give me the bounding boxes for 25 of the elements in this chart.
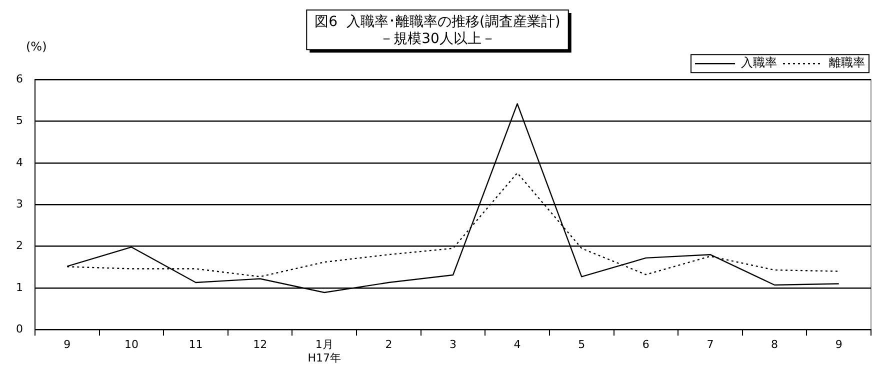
x-tick-label: 6 [642,338,650,352]
chart-title: 図6 入職率･離職率の推移(調査産業計) [314,14,560,30]
y-tick-label: 2 [16,239,23,252]
x-tick-label: 3 [450,338,456,352]
y-tick-label: 5 [16,114,23,128]
x-tick-label: 11 [188,338,203,352]
y-tick-label: 6 [16,72,23,86]
x-tick-label: 9 [835,338,842,352]
y-tick-label: 1 [16,280,23,294]
x-tick-label: 5 [578,338,586,352]
y-tick-label: 3 [16,197,23,210]
x-tick-label: 1月 H17年 [308,338,342,364]
y-tick-label: 0 [16,322,23,336]
legend-label: 離職率 [829,56,865,70]
x-tick-label: 7 [706,338,714,352]
legend-label: 入職率 [741,56,777,70]
x-tick-label: 12 [253,338,268,352]
x-tick-label: 10 [124,338,138,352]
x-tick-label: 9 [64,338,71,352]
chart-subtitle: －規模30人以上－ [380,30,496,47]
x-tick-label: 8 [771,338,778,352]
x-tick-label: 2 [385,338,392,352]
y-tick-label: 4 [16,156,23,169]
x-tick-label: 4 [514,338,521,352]
y-axis-title: (%) [26,40,47,54]
